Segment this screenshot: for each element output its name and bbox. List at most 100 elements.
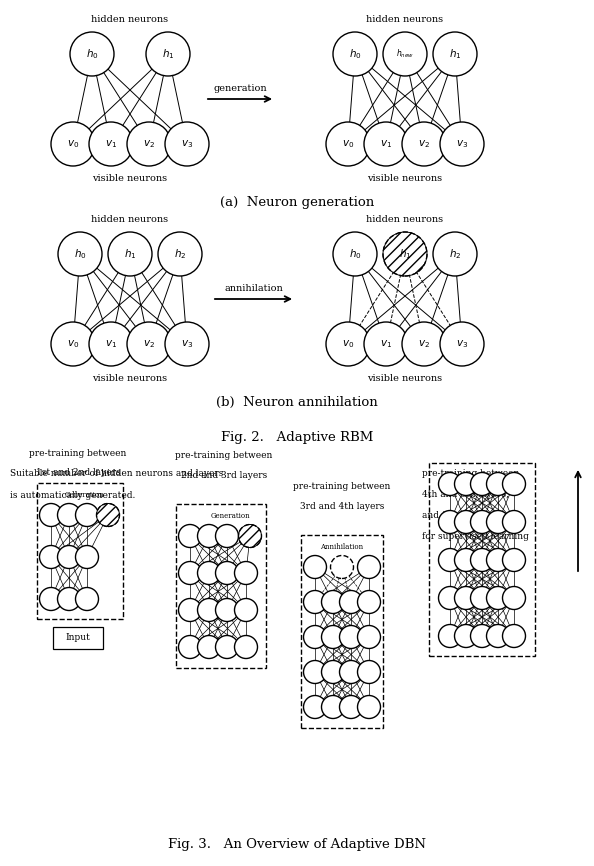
Text: hidden neurons: hidden neurons xyxy=(366,15,444,24)
Circle shape xyxy=(358,625,381,649)
Circle shape xyxy=(197,598,220,622)
Text: $v_0$: $v_0$ xyxy=(342,138,354,150)
Circle shape xyxy=(358,555,381,578)
Text: annihilation: annihilation xyxy=(224,284,283,293)
Text: $h_1$: $h_1$ xyxy=(399,247,411,261)
Circle shape xyxy=(486,586,510,610)
Circle shape xyxy=(96,503,119,527)
Circle shape xyxy=(333,232,377,276)
Circle shape xyxy=(58,232,102,276)
Circle shape xyxy=(321,625,345,649)
Circle shape xyxy=(197,561,220,585)
Bar xyxy=(53,626,103,649)
Circle shape xyxy=(454,624,478,648)
Circle shape xyxy=(470,473,494,495)
Text: hidden neurons: hidden neurons xyxy=(366,215,444,224)
Text: $h_1$: $h_1$ xyxy=(448,47,462,61)
Text: Fig. 2.   Adaptive RBM: Fig. 2. Adaptive RBM xyxy=(221,431,373,444)
Circle shape xyxy=(364,122,408,166)
Text: pre-training between: pre-training between xyxy=(175,451,273,461)
Text: and fine-tuning: and fine-tuning xyxy=(422,511,492,520)
Circle shape xyxy=(454,586,478,610)
Text: $v_3$: $v_3$ xyxy=(456,338,468,350)
Circle shape xyxy=(51,122,95,166)
Circle shape xyxy=(438,473,462,495)
Circle shape xyxy=(358,695,381,719)
Text: $h_1$: $h_1$ xyxy=(162,47,174,61)
Text: for supervised learning: for supervised learning xyxy=(422,532,529,541)
Text: $h_2$: $h_2$ xyxy=(174,247,186,261)
Circle shape xyxy=(179,598,201,622)
Circle shape xyxy=(58,587,81,611)
Circle shape xyxy=(440,322,484,366)
Circle shape xyxy=(235,636,258,658)
Bar xyxy=(429,463,535,656)
Circle shape xyxy=(503,586,526,610)
Circle shape xyxy=(438,510,462,533)
Circle shape xyxy=(58,546,81,568)
Circle shape xyxy=(454,548,478,572)
Text: hidden neurons: hidden neurons xyxy=(91,215,169,224)
Circle shape xyxy=(486,473,510,495)
Text: $v_1$: $v_1$ xyxy=(380,338,392,350)
Circle shape xyxy=(165,122,209,166)
Circle shape xyxy=(503,473,526,495)
Circle shape xyxy=(503,510,526,533)
Circle shape xyxy=(58,503,81,527)
Text: hidden neurons: hidden neurons xyxy=(91,15,169,24)
Circle shape xyxy=(440,122,484,166)
Circle shape xyxy=(326,122,370,166)
Circle shape xyxy=(75,546,99,568)
Circle shape xyxy=(39,587,62,611)
Text: Annihilation: Annihilation xyxy=(320,544,364,552)
Circle shape xyxy=(216,525,239,547)
Circle shape xyxy=(433,232,477,276)
Circle shape xyxy=(433,32,477,76)
Text: pre-training between: pre-training between xyxy=(422,469,519,478)
Circle shape xyxy=(304,591,327,613)
Circle shape xyxy=(216,598,239,622)
Circle shape xyxy=(235,598,258,622)
Text: Generation: Generation xyxy=(64,492,104,500)
Text: $v_3$: $v_3$ xyxy=(181,138,193,150)
Text: $v_2$: $v_2$ xyxy=(418,338,430,350)
Circle shape xyxy=(127,322,171,366)
Circle shape xyxy=(503,624,526,648)
Circle shape xyxy=(75,587,99,611)
Circle shape xyxy=(358,591,381,613)
Circle shape xyxy=(470,624,494,648)
Text: $v_1$: $v_1$ xyxy=(105,138,117,150)
Circle shape xyxy=(326,322,370,366)
Text: $h_1$: $h_1$ xyxy=(124,247,136,261)
Circle shape xyxy=(438,548,462,572)
Circle shape xyxy=(179,525,201,547)
Circle shape xyxy=(503,548,526,572)
Circle shape xyxy=(333,32,377,76)
Circle shape xyxy=(454,473,478,495)
Text: $v_1$: $v_1$ xyxy=(380,138,392,150)
Circle shape xyxy=(438,586,462,610)
Text: $v_1$: $v_1$ xyxy=(105,338,117,350)
Text: $v_2$: $v_2$ xyxy=(418,138,430,150)
Text: 4th and 5th layers,: 4th and 5th layers, xyxy=(422,490,509,499)
Text: 2nd and 3rd layers: 2nd and 3rd layers xyxy=(181,471,267,481)
Text: $v_0$: $v_0$ xyxy=(342,338,354,350)
Text: 1st and 2nd layers: 1st and 2nd layers xyxy=(36,469,121,477)
Text: $h_2$: $h_2$ xyxy=(449,247,461,261)
Text: generation: generation xyxy=(213,84,267,93)
Circle shape xyxy=(304,625,327,649)
Circle shape xyxy=(127,122,171,166)
Circle shape xyxy=(197,525,220,547)
Text: visible neurons: visible neurons xyxy=(368,174,443,183)
Circle shape xyxy=(51,322,95,366)
Circle shape xyxy=(486,548,510,572)
Text: $h_0$: $h_0$ xyxy=(349,47,361,61)
Circle shape xyxy=(470,586,494,610)
Circle shape xyxy=(438,624,462,648)
Text: Fig. 3.   An Overview of Adaptive DBN: Fig. 3. An Overview of Adaptive DBN xyxy=(168,838,426,851)
Circle shape xyxy=(108,232,152,276)
Bar xyxy=(176,505,266,668)
Text: $v_0$: $v_0$ xyxy=(67,138,79,150)
Text: $v_2$: $v_2$ xyxy=(143,138,155,150)
Text: Generation: Generation xyxy=(210,513,250,520)
